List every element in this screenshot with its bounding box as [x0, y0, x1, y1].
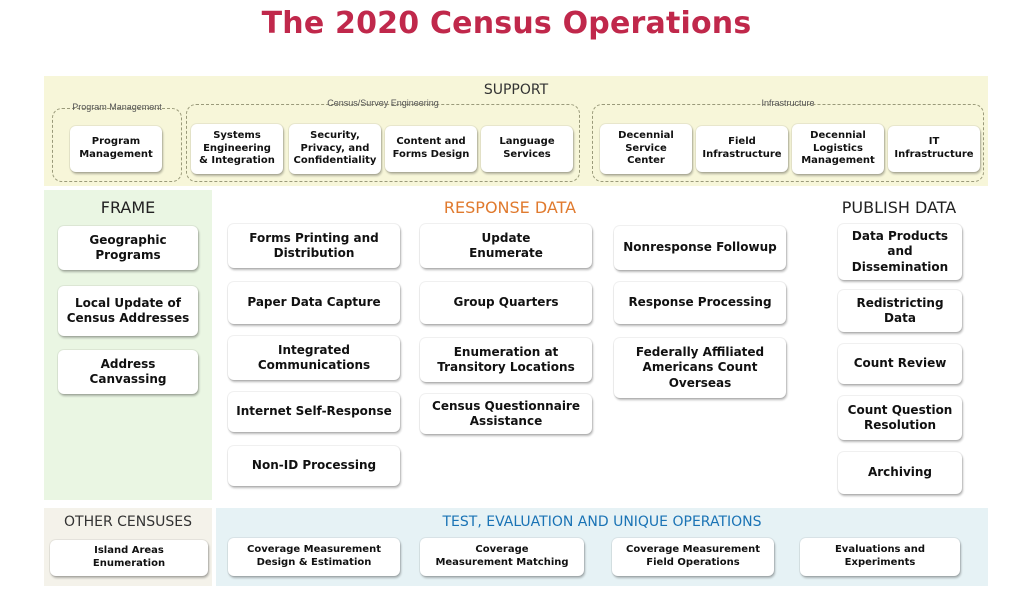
- operation-box-address-canvassing: Address Canvassing: [58, 350, 198, 394]
- operation-box-it-infrastructure: IT Infrastructure: [888, 126, 980, 172]
- operation-box-security-privacy: Security, Privacy, and Confidentiality: [289, 124, 381, 174]
- operation-box-coverage-measurement-design: Coverage Measurement Design & Estimation: [228, 538, 400, 576]
- publish-data-heading: PUBLISH DATA: [841, 198, 957, 217]
- operation-box-island-areas: Island Areas Enumeration: [50, 540, 208, 576]
- operation-box-field-infrastructure: Field Infrastructure: [696, 126, 788, 172]
- infrastructure-group-label: Infrastructure: [761, 98, 815, 108]
- operation-box-enumeration-transitory: Enumeration at Transitory Locations: [420, 338, 592, 382]
- operation-box-group-quarters: Group Quarters: [420, 282, 592, 324]
- census-survey-engineering-group: Census/Survey Engineering: [186, 98, 580, 182]
- operation-box-paper-data-capture: Paper Data Capture: [228, 282, 400, 324]
- operation-box-nonresponse-followup: Nonresponse Followup: [614, 226, 786, 270]
- operation-box-language-services: Language Services: [481, 126, 573, 172]
- operation-box-count-question-resolution: Count Question Resolution: [838, 396, 962, 440]
- operation-box-data-products: Data Products and Dissemination: [838, 224, 962, 280]
- operation-box-redistricting-data: Redistricting Data: [838, 290, 962, 332]
- operation-box-non-id-processing: Non-ID Processing: [228, 446, 400, 486]
- response-data-heading: RESPONSE DATA: [443, 198, 577, 217]
- operation-box-decennial-logistics: Decennial Logistics Management: [792, 124, 884, 174]
- operation-box-geographic-programs: Geographic Programs: [58, 226, 198, 270]
- page-title: The 2020 Census Operations: [261, 6, 752, 41]
- operation-box-coverage-measurement-matching: Coverage Measurement Matching: [420, 538, 584, 576]
- operation-box-internet-self-response: Internet Self-Response: [228, 392, 400, 432]
- frame-heading: FRAME: [100, 198, 156, 217]
- operation-box-forms-printing: Forms Printing and Distribution: [228, 224, 400, 268]
- other-censuses-heading: OTHER CENSUSES: [64, 514, 192, 530]
- operation-box-evaluations-experiments: Evaluations and Experiments: [800, 538, 960, 576]
- support-heading: SUPPORT: [483, 82, 549, 98]
- test-evaluation-heading: TEST, EVALUATION AND UNIQUE OPERATIONS: [442, 514, 762, 530]
- operation-box-integrated-communications: Integrated Communications: [228, 336, 400, 380]
- census-survey-engineering-group-label: Census/Survey Engineering: [327, 98, 439, 108]
- operation-box-program-management: Program Management: [70, 126, 162, 172]
- operation-box-archiving: Archiving: [838, 452, 962, 494]
- operation-box-systems-engineering: Systems Engineering & Integration: [191, 124, 283, 174]
- infrastructure-group: Infrastructure: [592, 98, 984, 182]
- operation-box-response-processing: Response Processing: [614, 282, 786, 324]
- operation-box-local-update: Local Update of Census Addresses: [58, 286, 198, 336]
- operation-box-count-review: Count Review: [838, 344, 962, 384]
- program-management-group-label: Program Management: [72, 102, 162, 112]
- operation-box-federally-affiliated: Federally Affiliated Americans Count Overs…: [614, 338, 786, 398]
- operation-box-decennial-service-center: Decennial Service Center: [600, 124, 692, 174]
- operation-box-update-enumerate: Update Enumerate: [420, 224, 592, 268]
- operation-box-census-questionnaire-assistance: Census Questionnaire Assistance: [420, 394, 592, 434]
- operation-box-content-forms-design: Content and Forms Design: [385, 126, 477, 172]
- operation-box-coverage-measurement-field: Coverage Measurement Field Operations: [612, 538, 774, 576]
- program-management-group: Program Management: [52, 102, 182, 182]
